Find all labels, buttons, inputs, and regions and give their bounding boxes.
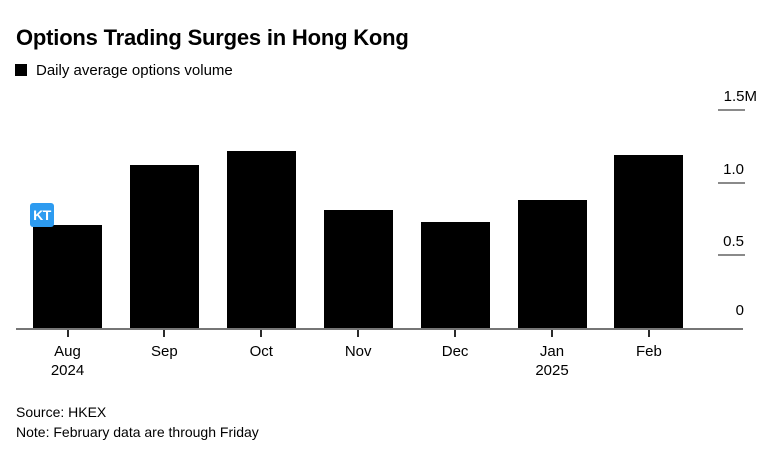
- bar-nov: [323, 210, 393, 328]
- x-axis-tick: [357, 330, 360, 337]
- chart-title: Options Trading Surges in Hong Kong: [16, 25, 409, 50]
- note-line: Note: February data are through Friday: [16, 424, 259, 440]
- x-axis-tick: [551, 330, 553, 337]
- bar-jan: [517, 200, 587, 328]
- x-axis-year-label: 2024: [50, 362, 85, 379]
- bar-sep: [129, 165, 199, 328]
- x-axis-label-sep: Sep: [151, 343, 178, 360]
- x-axis-line: [16, 328, 743, 330]
- bar-dec: [420, 221, 490, 328]
- y-axis-label: 1.0: [723, 160, 744, 178]
- y-axis-tick: [718, 109, 745, 111]
- x-axis-label-oct: Oct: [249, 343, 273, 360]
- x-axis-label-jan: Jan: [539, 343, 565, 360]
- y-axis-label: 0.5: [723, 233, 744, 251]
- bar-oct: [226, 150, 296, 328]
- chart-legend: Daily average options volume: [15, 61, 233, 79]
- source-line: Source: HKEX: [16, 404, 107, 420]
- kt-cursor-badge: KT: [30, 203, 54, 227]
- x-axis-tick: [260, 330, 263, 337]
- x-axis-year-label: 2025: [535, 362, 569, 379]
- x-axis-tick: [163, 330, 166, 337]
- x-axis-label-feb: Feb: [635, 343, 662, 360]
- chart-footer: Source: HKEX Note: February data are thr…: [16, 402, 259, 442]
- legend-label: Daily average options volume: [36, 61, 233, 79]
- legend-swatch-icon: [15, 64, 27, 76]
- x-axis-tick: [66, 330, 69, 337]
- x-axis-tick: [454, 330, 457, 337]
- y-axis-label: 0: [735, 302, 744, 319]
- x-axis-label-aug: Aug: [54, 343, 81, 360]
- y-axis-tick: [718, 254, 745, 257]
- y-axis-label: 1.5M: [723, 88, 757, 105]
- bar-aug: [33, 224, 102, 328]
- x-axis-label-dec: Dec: [441, 343, 469, 360]
- x-axis-tick: [647, 330, 650, 337]
- bar-feb: [614, 155, 684, 328]
- x-axis-label-nov: Nov: [344, 343, 372, 360]
- y-axis-tick: [718, 181, 745, 184]
